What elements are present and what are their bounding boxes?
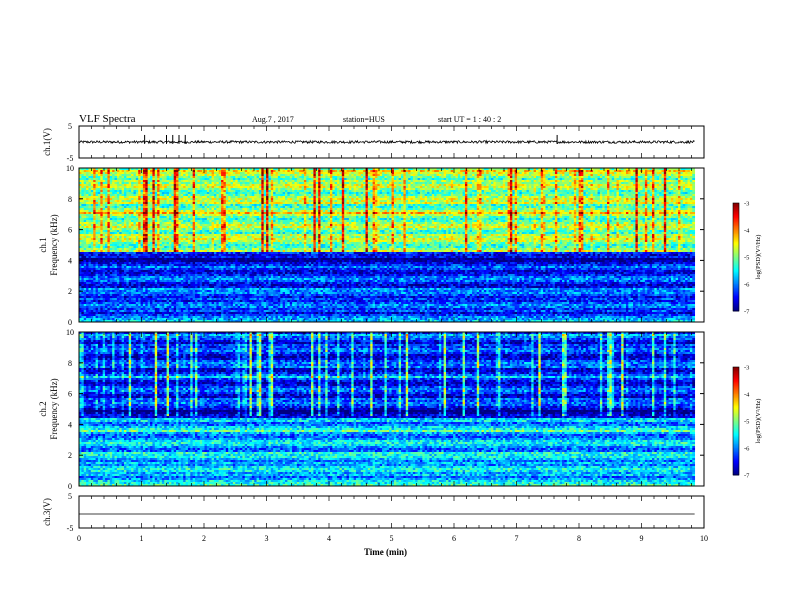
- x-tick-label: 7: [515, 534, 519, 543]
- ch1-spectrogram-ytick-label: 10: [66, 164, 74, 173]
- ch2-spectrogram-colorbar-tick-label: -3: [744, 365, 749, 372]
- ch2-spectrogram-cells: [79, 332, 695, 486]
- ch1-spectrogram-colorbar-tick-label: -5: [744, 255, 749, 262]
- x-tick-label: 2: [202, 534, 206, 543]
- ch1-spectrogram-ytick-label: 8: [68, 195, 72, 204]
- ch1-waveform-ylabel: ch.1(V): [42, 128, 52, 156]
- ch1-spectrogram-ytick-label: 0: [68, 318, 72, 327]
- ch2-spectrogram-ytick-label: 2: [68, 451, 72, 460]
- ch1-spectrogram-ylabel: Frequency (kHz): [49, 214, 59, 275]
- ch2-spectrogram-ylabel: ch.2: [38, 401, 48, 416]
- x-tick-label: 9: [640, 534, 644, 543]
- ch2-spectrogram-ytick-label: 0: [68, 482, 72, 491]
- ch1-spectrogram-ylabel: ch.1: [38, 237, 48, 252]
- ch2-spectrogram-ytick-label: 8: [68, 359, 72, 368]
- ch2-spectrogram-colorbar-tick-label: -7: [744, 473, 750, 480]
- x-tick-label: 10: [700, 534, 708, 543]
- x-tick-label: 1: [140, 534, 144, 543]
- x-tick-label: 0: [77, 534, 81, 543]
- x-tick-label: 4: [327, 534, 331, 543]
- ch1-spectrogram-ytick-label: 6: [68, 226, 72, 235]
- ch1-waveform-line: [79, 141, 695, 144]
- ch2-spectrogram-ylabel: Frequency (kHz): [49, 378, 59, 439]
- ch1-spectrogram-colorbar-label: log(PSD)(V²/Hz): [755, 235, 762, 280]
- ch2-spectrogram-ytick-label: 6: [68, 390, 72, 399]
- ch1-waveform-ytick-label: 5: [68, 122, 72, 131]
- x-axis-label: Time (min): [364, 547, 407, 557]
- ch2-spectrogram-ytick-label: 10: [66, 328, 74, 337]
- ch1-spectrogram-ytick-label: 4: [68, 256, 72, 265]
- ch1-spectrogram-colorbar-tick-label: -3: [744, 201, 749, 208]
- ch1-spectrogram-ytick-label: 2: [68, 287, 72, 296]
- ch3-waveform-ylabel: ch.3(V): [42, 498, 52, 526]
- ch1-spectrogram-cells: [79, 168, 695, 322]
- ch2-spectrogram-colorbar-tick-label: -6: [744, 446, 750, 453]
- plot-canvas: 5-5ch.1(V)0246810ch.1 Frequency (kHz)-3-4…: [0, 0, 792, 612]
- x-tick-label: 8: [577, 534, 581, 543]
- ch3-waveform-ytick-label: -5: [67, 524, 74, 533]
- x-tick-label: 6: [452, 534, 456, 543]
- ch1-spectrogram-colorbar-tick-label: -7: [744, 309, 750, 316]
- ch1-spectrogram-colorbar-tick-label: -6: [744, 282, 750, 289]
- ch3-waveform-ytick-label: 5: [68, 492, 72, 501]
- ch1-waveform-ytick-label: -5: [67, 154, 74, 163]
- x-tick-label: 5: [390, 534, 394, 543]
- x-tick-label: 3: [265, 534, 269, 543]
- ch2-spectrogram-ytick-label: 4: [68, 420, 72, 429]
- ch2-spectrogram-colorbar-tick-label: -4: [744, 392, 750, 399]
- ch2-spectrogram-colorbar-label: log(PSD)(V²/Hz): [755, 399, 762, 444]
- ch2-spectrogram-colorbar-tick-label: -5: [744, 419, 749, 426]
- ch1-spectrogram-colorbar-tick-label: -4: [744, 228, 750, 235]
- vlf-spectra-figure: VLF Spectra Aug.7 , 2017 station=HUS sta…: [0, 0, 792, 612]
